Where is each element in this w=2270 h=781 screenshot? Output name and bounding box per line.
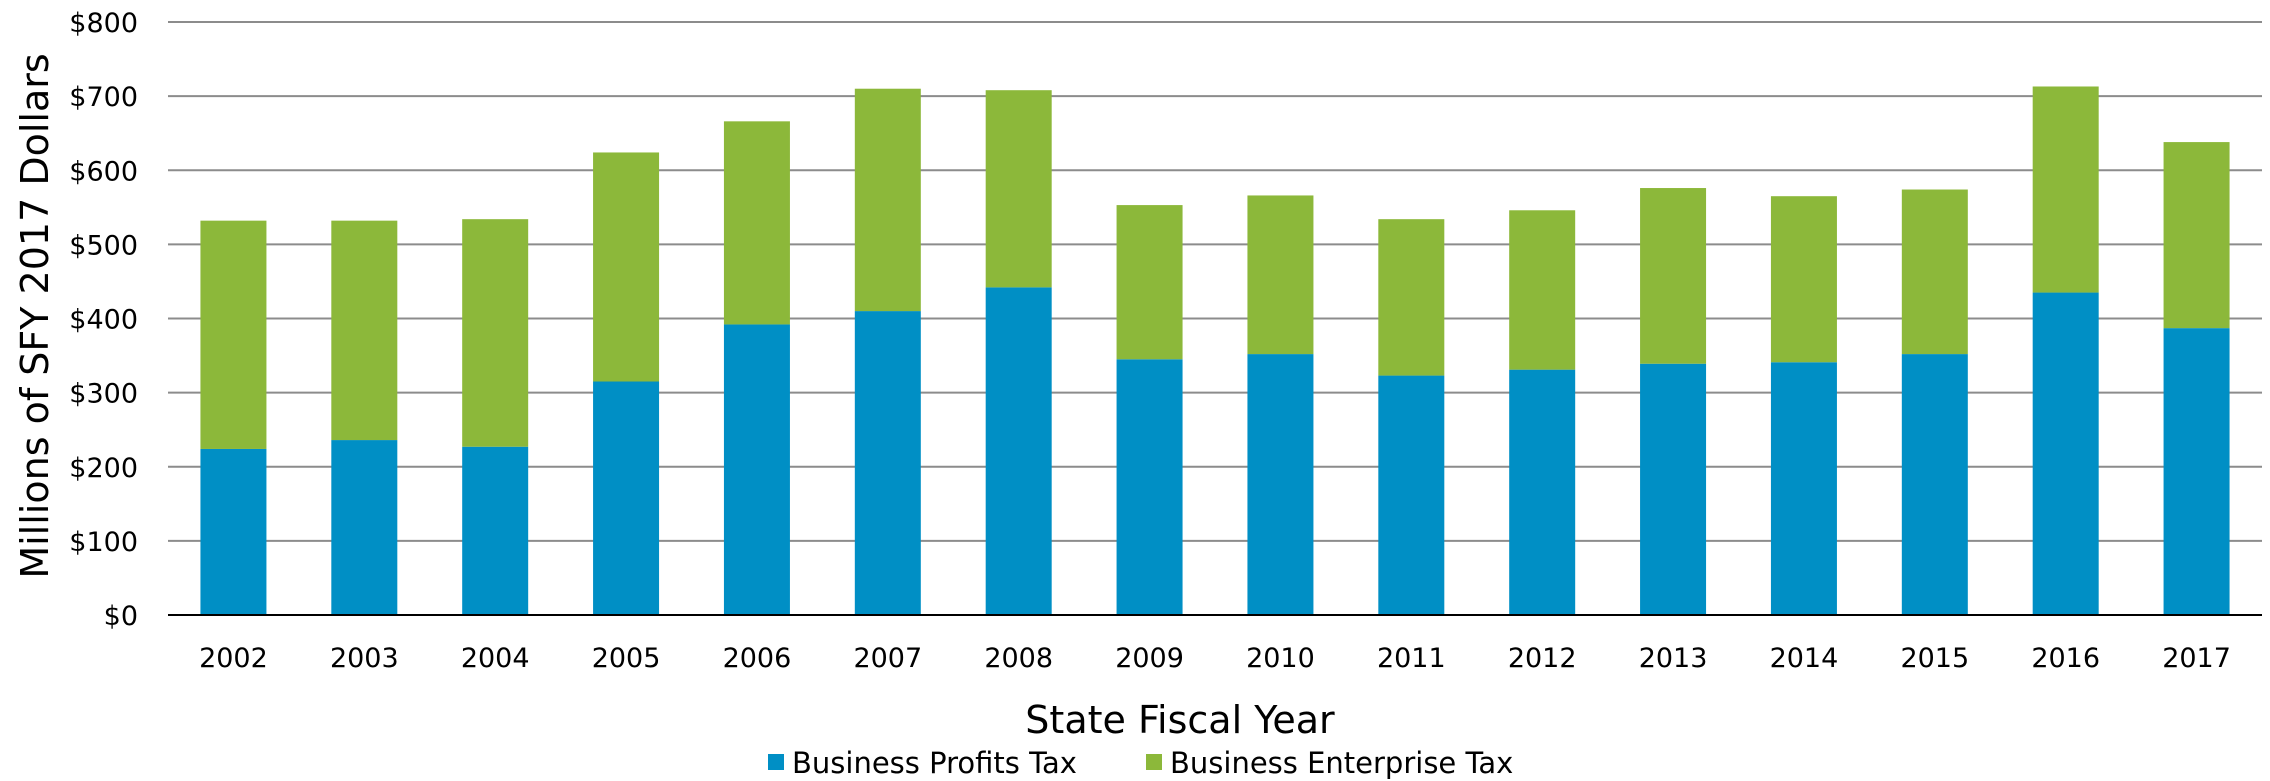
x-tick-label: 2009 xyxy=(1115,643,1184,674)
bar-segment xyxy=(200,448,267,615)
bar-segment xyxy=(1247,195,1314,355)
bar-segment xyxy=(1509,210,1576,370)
bar-segment xyxy=(462,219,529,447)
x-tick-labels: 2002 2003 2004 2005 2006 2007 2008 2009 2010 2011… xyxy=(199,643,2231,674)
bar-segment xyxy=(593,381,660,615)
x-tick-label: 2012 xyxy=(1508,643,1577,674)
x-tick-label: 2014 xyxy=(1770,643,1839,674)
x-tick-label: 2017 xyxy=(2162,643,2231,674)
bar-segment xyxy=(723,324,790,615)
y-tick-label: $200 xyxy=(69,453,138,484)
legend-swatch xyxy=(1146,754,1162,770)
x-tick-label: 2008 xyxy=(984,643,1053,674)
bar-segment xyxy=(1640,188,1707,364)
y-axis-title: Millions of SFY 2017 Dollars xyxy=(13,53,57,578)
bar-segment xyxy=(2032,292,2099,615)
bar-segment xyxy=(462,446,529,615)
bar-segment xyxy=(985,90,1052,288)
y-tick-label: $100 xyxy=(69,527,138,558)
x-tick-label: 2004 xyxy=(461,643,530,674)
bar-segment xyxy=(2163,142,2230,329)
x-tick-label: 2005 xyxy=(592,643,661,674)
x-tick-label: 2016 xyxy=(2031,643,2100,674)
x-tick-label: 2007 xyxy=(853,643,922,674)
y-tick-labels: $0 $100 $200 $300 $400 $500 $600 $700 $800 xyxy=(69,8,138,632)
y-tick-label: $0 xyxy=(104,601,138,632)
bar-segment xyxy=(331,220,398,441)
x-tick-label: 2010 xyxy=(1246,643,1315,674)
bar-segment xyxy=(723,121,790,325)
legend: Business Profits Tax Business Enterprise … xyxy=(768,746,1513,780)
bar-segment xyxy=(2032,86,2099,293)
x-axis-title: State Fiscal Year xyxy=(1025,698,1335,742)
bar-segment xyxy=(1640,363,1707,615)
y-tick-label: $800 xyxy=(69,8,138,39)
legend-label: Business Profits Tax xyxy=(792,746,1077,780)
y-tick-label: $600 xyxy=(69,156,138,187)
bar-segment xyxy=(1247,354,1314,615)
bar-segment xyxy=(1901,354,1968,615)
x-tick-label: 2011 xyxy=(1377,643,1446,674)
bar-segment xyxy=(1116,205,1183,360)
bar-segment xyxy=(593,152,660,382)
x-tick-label: 2006 xyxy=(723,643,792,674)
x-tick-label: 2002 xyxy=(199,643,268,674)
bars xyxy=(200,86,2230,615)
bar-segment xyxy=(1901,189,1968,355)
y-tick-label: $700 xyxy=(69,82,138,113)
legend-label: Business Enterprise Tax xyxy=(1170,746,1513,780)
bar-segment xyxy=(1770,362,1837,615)
x-tick-label: 2015 xyxy=(1900,643,1969,674)
y-tick-label: $500 xyxy=(69,230,138,261)
bar-segment xyxy=(985,287,1052,615)
x-tick-label: 2013 xyxy=(1639,643,1708,674)
bar-segment xyxy=(200,220,267,449)
bar-segment xyxy=(1770,196,1837,363)
x-tick-label: 2003 xyxy=(330,643,399,674)
legend-swatch xyxy=(768,754,784,770)
bar-segment xyxy=(1116,359,1183,615)
bar-segment xyxy=(331,440,398,615)
y-tick-label: $300 xyxy=(69,379,138,410)
bar-segment xyxy=(854,88,921,312)
bar-segment xyxy=(2163,328,2230,615)
bar-segment xyxy=(1378,219,1445,376)
bar-segment xyxy=(1509,369,1576,615)
bar-segment xyxy=(854,311,921,615)
y-tick-label: $400 xyxy=(69,305,138,336)
bar-segment xyxy=(1378,375,1445,615)
